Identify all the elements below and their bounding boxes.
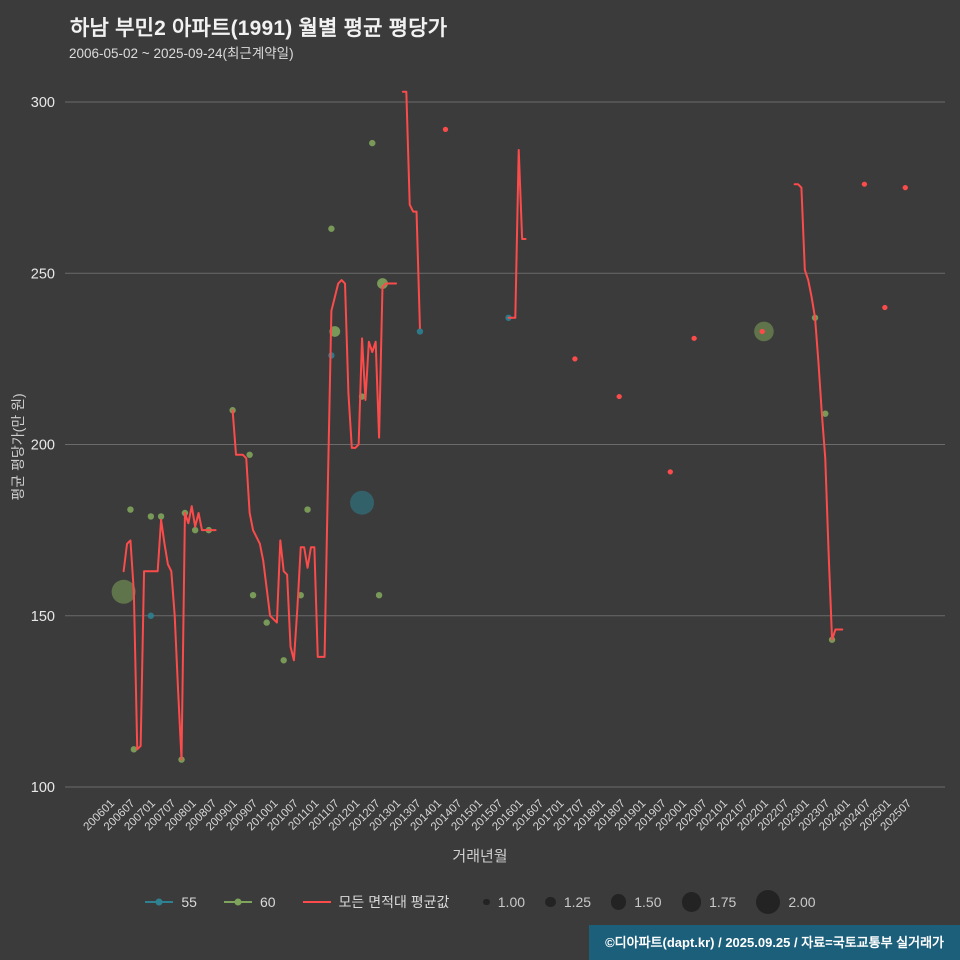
price-line[interactable]: [122, 505, 217, 761]
legend-size-item: 2.00: [756, 890, 816, 914]
y-tick-label: 250: [31, 266, 55, 282]
price-line-marker: [572, 356, 578, 362]
y-axis-label: 평균 평당가(만 원): [10, 393, 26, 501]
size-dot-icon: [545, 896, 556, 908]
scatter-point[interactable]: [280, 657, 287, 664]
size-dot-icon: [756, 890, 781, 914]
price-line[interactable]: [401, 90, 421, 330]
footer-credit: ©디아파트(dapt.kr) / 2025.09.25 / 자료=국토교통부 실…: [589, 925, 960, 960]
size-dot-icon: [483, 898, 490, 906]
scatter-point[interactable]: [157, 513, 165, 520]
legend-swatch-icon: [145, 898, 174, 906]
y-tick-label: 100: [31, 780, 55, 796]
scatter-point[interactable]: [822, 410, 829, 417]
scatter-point[interactable]: [111, 579, 136, 604]
size-label: 2.00: [788, 894, 816, 910]
price-line[interactable]: [231, 279, 398, 662]
price-line-marker: [616, 393, 622, 400]
size-label: 1.00: [497, 894, 526, 910]
size-label: 1.25: [563, 894, 592, 910]
scatter-point[interactable]: [369, 139, 376, 147]
price-line-marker: [759, 328, 765, 335]
price-line-marker: [882, 304, 888, 311]
legend-size-item: 1.25: [545, 894, 591, 910]
scatter-point[interactable]: [191, 526, 199, 534]
size-label: 1.75: [709, 894, 737, 910]
legend-item-60[interactable]: 60: [223, 894, 276, 910]
legend-swatch-icon: [302, 901, 331, 903]
scatter-point[interactable]: [304, 506, 311, 513]
legend-size-item: 1.75: [681, 892, 737, 912]
scatter-point[interactable]: [147, 513, 155, 520]
scatter-point[interactable]: [263, 619, 270, 626]
scatter-point[interactable]: [249, 592, 257, 599]
price-line-marker: [667, 469, 673, 475]
legend: 55 60 모든 면적대 평균값 1.00 1.25 1.50 1.75 2.00: [0, 890, 960, 914]
size-dot-icon: [681, 892, 702, 912]
y-tick-label: 300: [31, 95, 55, 111]
scatter-point[interactable]: [375, 592, 383, 599]
price-line-marker: [691, 335, 697, 341]
chart-title: 하남 부민2 아파트(1991) 월별 평균 평당가: [70, 17, 448, 40]
price-line-marker: [861, 181, 868, 187]
legend-item-55[interactable]: 55: [144, 894, 197, 910]
legend-size-item: 1.00: [483, 894, 525, 910]
scatter-point[interactable]: [328, 225, 335, 232]
price-line-marker: [902, 185, 908, 191]
chart-subtitle: 2006-05-02 ~ 2025-09-24(최근계약일): [69, 46, 294, 61]
scatter-point[interactable]: [329, 326, 341, 337]
scatter-point[interactable]: [246, 451, 253, 458]
legend-sizes: 1.00 1.25 1.50 1.75 2.00: [483, 890, 816, 914]
scatter-point[interactable]: [377, 278, 388, 289]
y-tick-label: 150: [31, 609, 55, 625]
price-line[interactable]: [507, 148, 527, 319]
price-line[interactable]: [793, 183, 844, 641]
scatter-point[interactable]: [130, 746, 138, 753]
legend-label: 55: [181, 894, 197, 910]
legend-label: 모든 면적대 평균값: [338, 894, 450, 910]
price-line-marker: [442, 126, 449, 132]
legend-item-avg[interactable]: 모든 면적대 평균값: [302, 892, 450, 912]
scatter-point[interactable]: [416, 328, 424, 335]
legend-series: 55 60 모든 면적대 평균값: [144, 892, 449, 912]
legend-label: 60: [259, 894, 276, 910]
scatter-point[interactable]: [350, 490, 375, 515]
size-dot-icon: [611, 894, 627, 910]
y-tick-label: 200: [31, 438, 55, 454]
chart-canvas[interactable]: 1001502002503002006012006072007012007072…: [0, 60, 960, 840]
legend-swatch-icon: [223, 898, 252, 906]
legend-size-item: 1.50: [611, 894, 662, 910]
scatter-point[interactable]: [147, 612, 155, 619]
size-label: 1.50: [634, 894, 662, 910]
scatter-point[interactable]: [127, 506, 134, 513]
x-axis-label: 거래년월: [452, 848, 508, 865]
